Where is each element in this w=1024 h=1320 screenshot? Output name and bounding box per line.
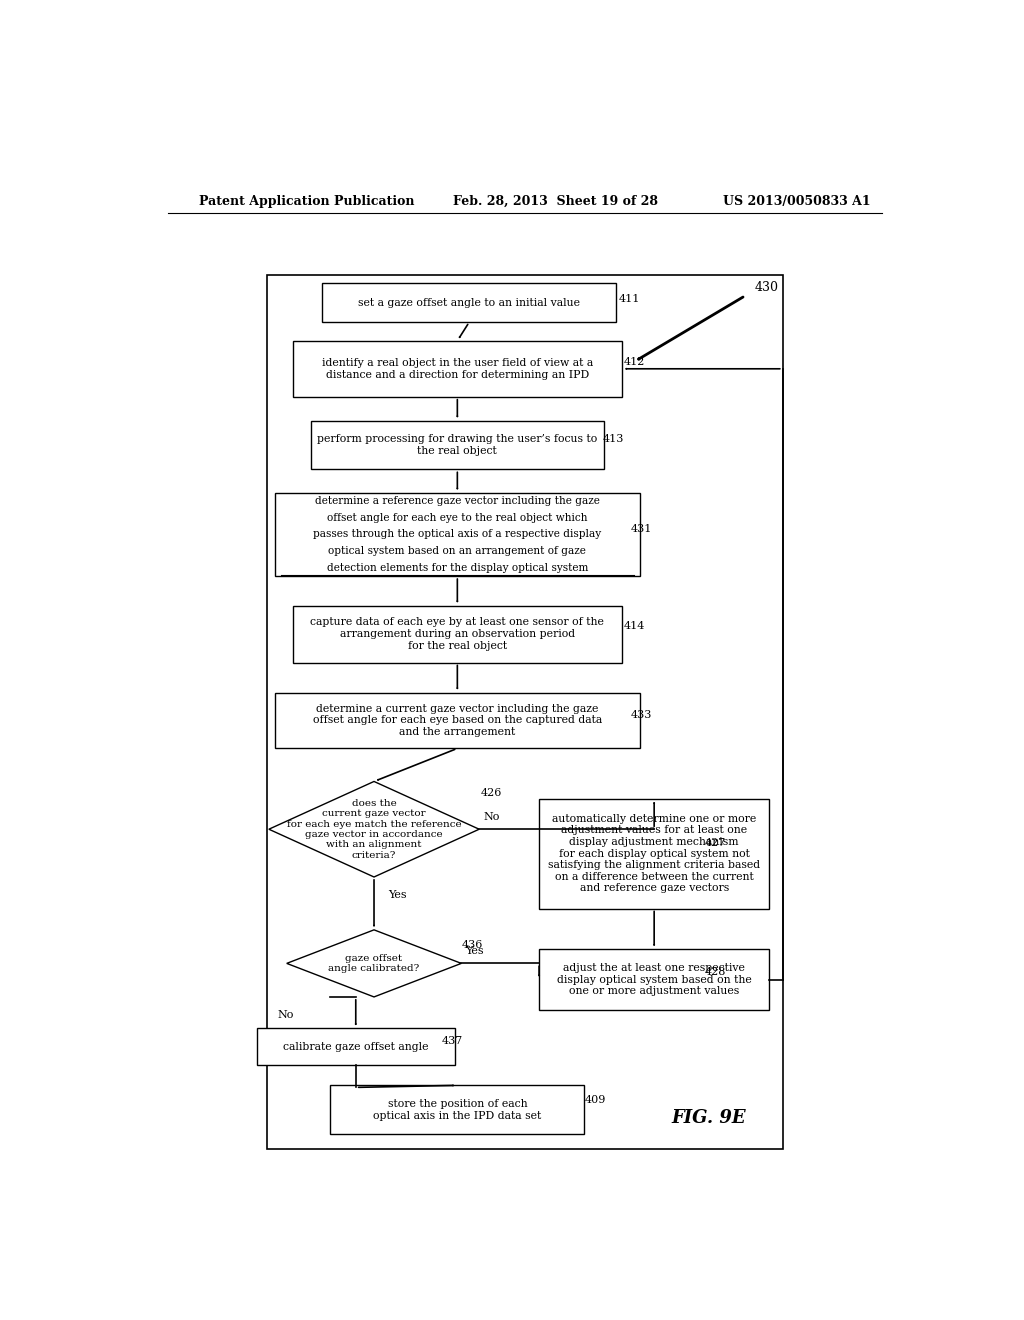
Text: 412: 412 [624, 356, 645, 367]
Text: identify a real object in the user field of view at a
distance and a direction f: identify a real object in the user field… [322, 358, 593, 380]
Text: 409: 409 [585, 1094, 605, 1105]
Text: No: No [278, 1010, 294, 1020]
Bar [274, 693, 640, 748]
Bar [274, 492, 640, 576]
Text: Yes: Yes [388, 890, 407, 900]
Text: 430: 430 [755, 281, 779, 294]
Text: gaze offset
angle calibrated?: gaze offset angle calibrated? [329, 953, 420, 973]
Text: US 2013/0050833 A1: US 2013/0050833 A1 [723, 194, 870, 207]
Text: optical system based on an arrangement of gaze: optical system based on an arrangement o… [329, 546, 587, 556]
Text: 428: 428 [705, 966, 726, 977]
Text: 413: 413 [602, 434, 624, 444]
Text: Patent Application Publication: Patent Application Publication [200, 194, 415, 207]
Text: adjust the at least one respective
display optical system based on the
one or mo: adjust the at least one respective displ… [557, 964, 752, 997]
Bar [257, 1028, 455, 1065]
Bar [293, 606, 622, 663]
Text: 411: 411 [618, 293, 640, 304]
Text: 414: 414 [624, 620, 645, 631]
Polygon shape [287, 929, 461, 997]
Bar [539, 949, 769, 1010]
Text: calibrate gaze offset angle: calibrate gaze offset angle [283, 1041, 428, 1052]
Bar [331, 1085, 585, 1134]
Text: capture data of each eye by at least one sensor of the
arrangement during an obs: capture data of each eye by at least one… [310, 618, 604, 651]
Text: offset angle for each eye to the real object which: offset angle for each eye to the real ob… [327, 512, 588, 523]
Text: automatically determine one or more
adjustment values for at least one
display a: automatically determine one or more adju… [548, 814, 760, 894]
Text: determine a reference gaze vector including the gaze: determine a reference gaze vector includ… [315, 496, 600, 506]
Polygon shape [269, 781, 479, 876]
Text: passes through the optical axis of a respective display: passes through the optical axis of a res… [313, 529, 601, 540]
Text: set a gaze offset angle to an initial value: set a gaze offset angle to an initial va… [358, 298, 581, 308]
Text: Yes: Yes [465, 946, 484, 956]
Text: detection elements for the display optical system: detection elements for the display optic… [327, 562, 588, 573]
Text: 426: 426 [481, 788, 503, 797]
Text: 431: 431 [631, 524, 652, 535]
Text: 427: 427 [705, 838, 726, 849]
Text: Feb. 28, 2013  Sheet 19 of 28: Feb. 28, 2013 Sheet 19 of 28 [454, 194, 658, 207]
Text: perform processing for drawing the user’s focus to
the real object: perform processing for drawing the user’… [317, 434, 597, 455]
Bar [539, 799, 769, 908]
Text: 436: 436 [461, 940, 482, 950]
Bar [293, 341, 622, 397]
Bar [267, 276, 782, 1150]
Text: No: No [483, 812, 500, 822]
Text: 437: 437 [441, 1036, 463, 1045]
Text: determine a current gaze vector including the gaze
offset angle for each eye bas: determine a current gaze vector includin… [312, 704, 602, 737]
Bar [323, 284, 616, 322]
Text: does the
current gaze vector
for each eye match the reference
gaze vector in acc: does the current gaze vector for each ey… [287, 799, 462, 859]
Bar [310, 421, 604, 470]
Text: store the position of each
optical axis in the IPD data set: store the position of each optical axis … [373, 1100, 542, 1121]
Text: 433: 433 [631, 710, 652, 721]
Text: FIG. 9E: FIG. 9E [672, 1109, 746, 1127]
